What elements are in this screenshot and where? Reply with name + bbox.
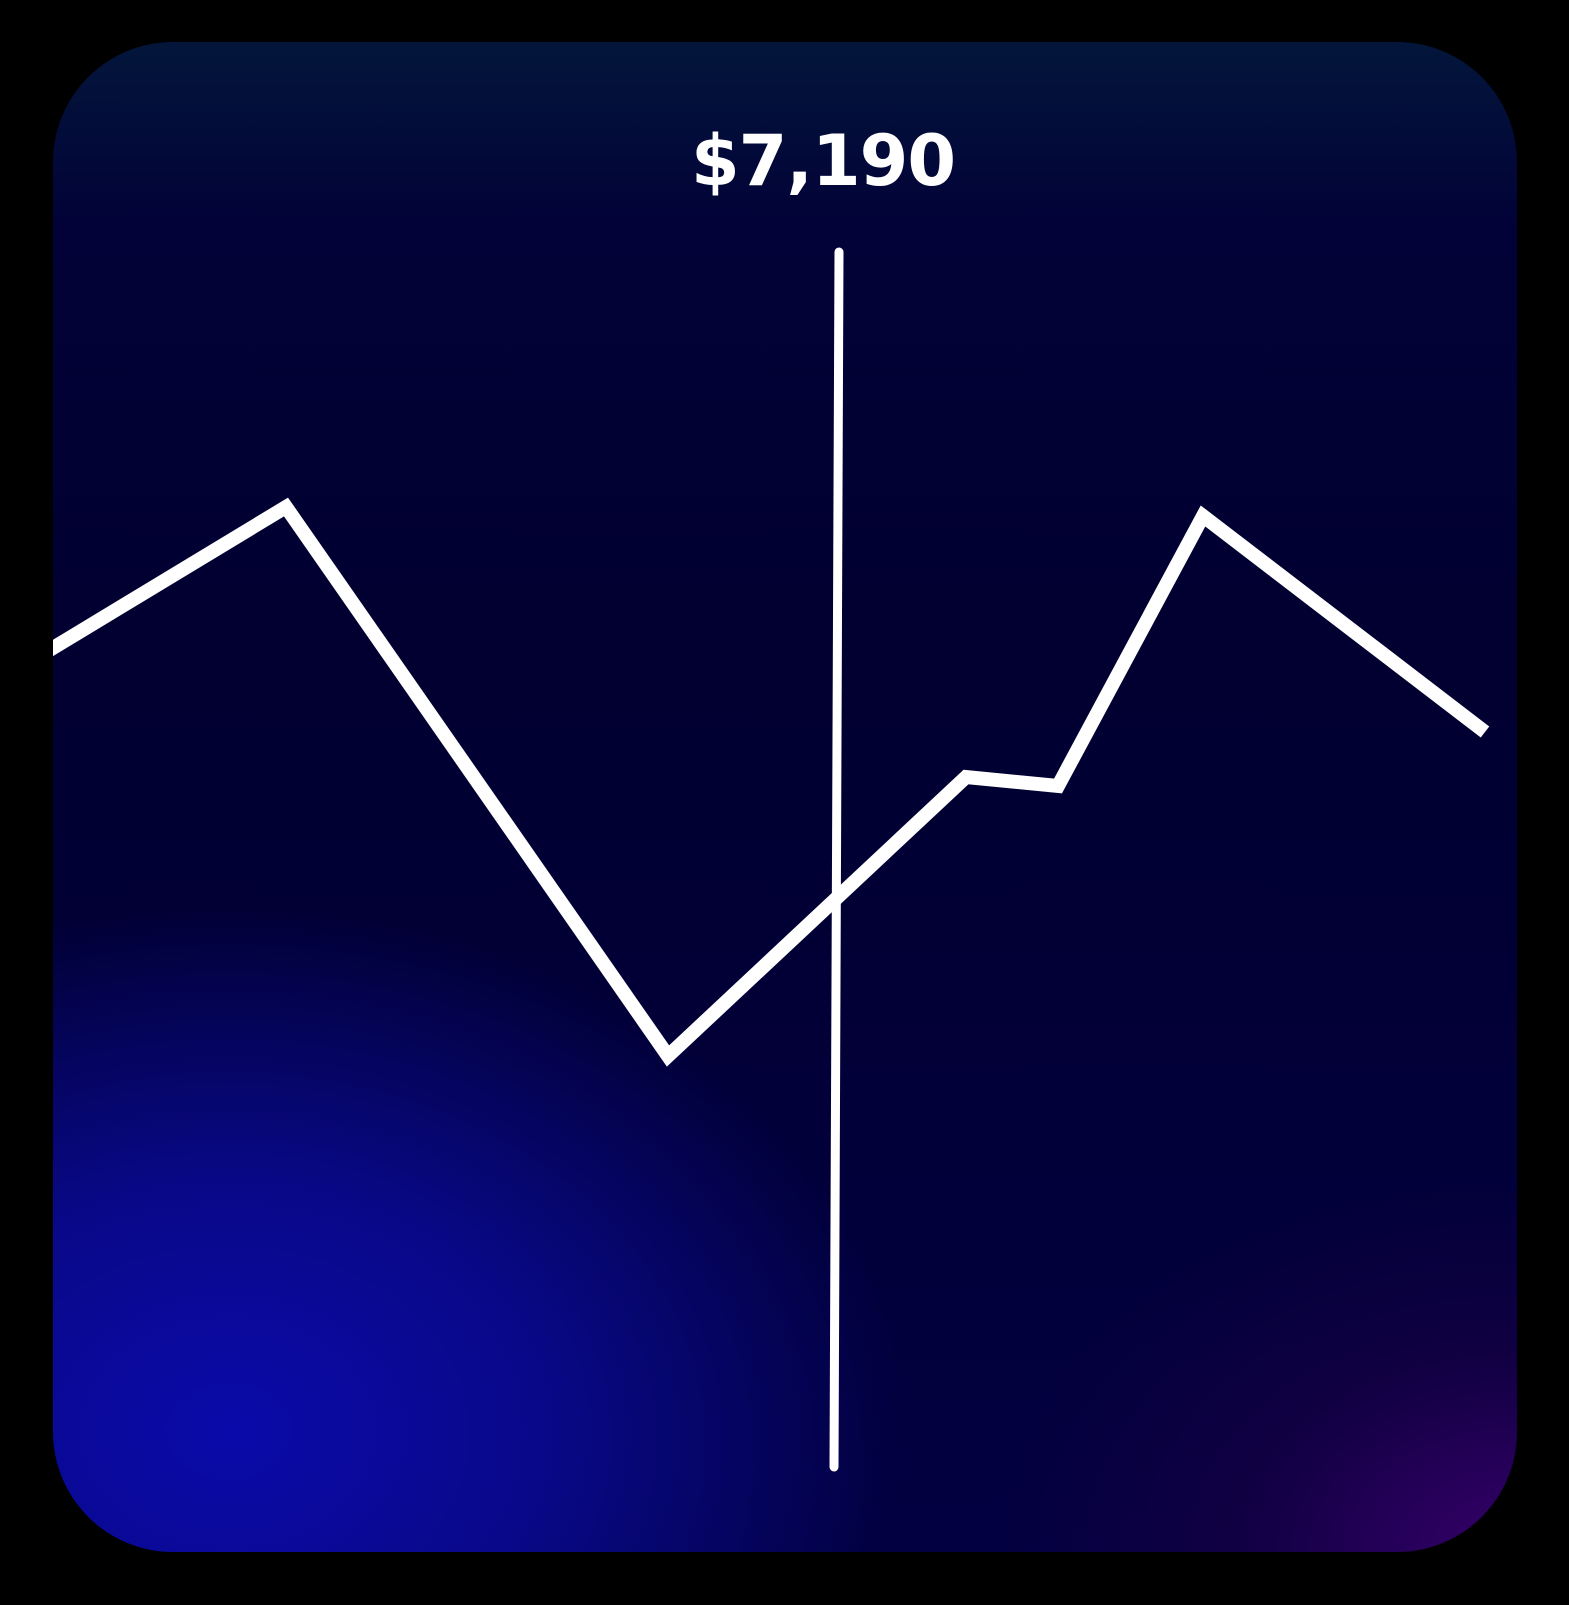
line-chart[interactable] [53, 42, 1517, 1552]
series-line [53, 497, 1490, 1067]
cursor-value-label: $7,190 [690, 120, 956, 202]
cursor-line[interactable] [829, 247, 844, 1472]
chart-card: $7,190 [53, 42, 1517, 1552]
